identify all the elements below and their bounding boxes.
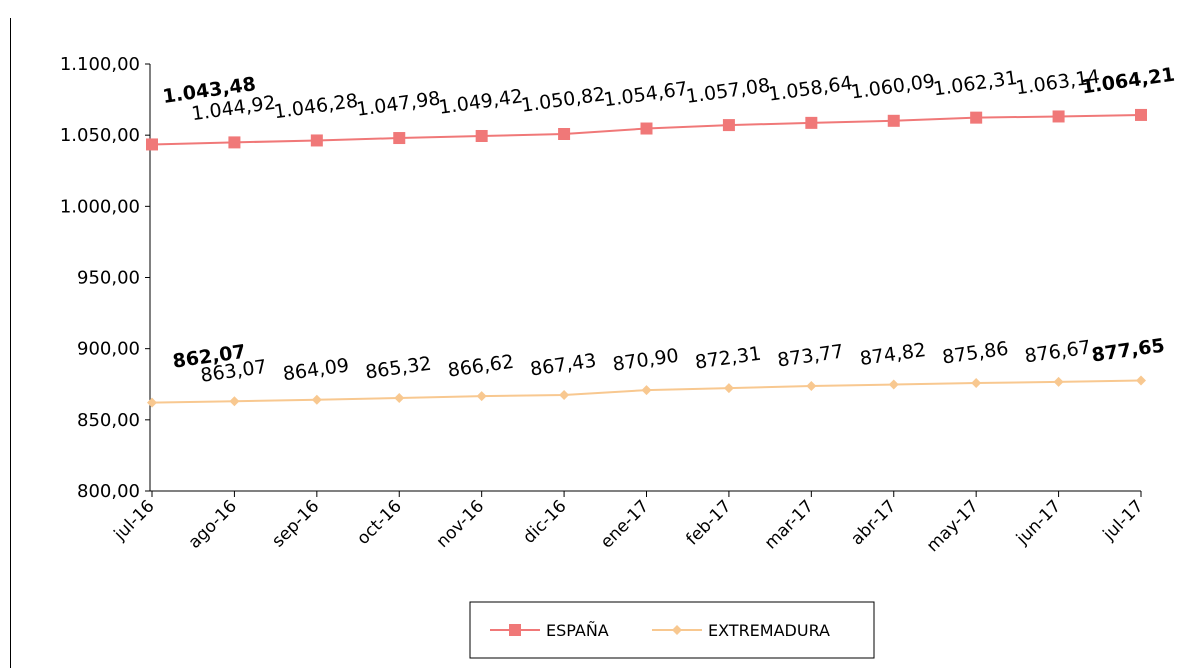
data-point-diamond [394, 393, 405, 404]
data-point-diamond [476, 391, 487, 402]
x-tick-label: jun-17 [1012, 496, 1065, 549]
data-label: 866,62 [446, 351, 515, 382]
legend-label: EXTREMADURA [708, 621, 830, 640]
data-point-diamond [971, 378, 982, 389]
y-tick-label: 950,00 [77, 268, 140, 289]
data-point-square [970, 111, 983, 124]
data-point-square [228, 136, 241, 149]
data-point-square [393, 132, 406, 145]
x-tick-label: jul-16 [110, 496, 159, 545]
data-label: 1.050,82 [520, 83, 607, 117]
data-point-diamond [1136, 375, 1146, 386]
data-label: 1.060,09 [849, 70, 936, 104]
data-point-square [887, 114, 900, 127]
x-tick-label: dic-16 [519, 496, 570, 547]
series-group [146, 108, 1147, 408]
data-point-square [475, 129, 488, 142]
data-labels: 1.043,481.044,921.046,281.047,981.049,42… [161, 64, 1176, 387]
x-tick-label: feb-17 [682, 496, 735, 549]
x-tick-label: jul-17 [1099, 496, 1148, 545]
y-tick-label: 1.000,00 [60, 196, 140, 217]
data-point-diamond [311, 394, 322, 405]
data-label: 1.046,28 [273, 90, 360, 124]
data-point-diamond [641, 385, 652, 396]
data-point-square [722, 119, 735, 132]
data-label: 877,65 [1090, 335, 1166, 367]
data-point-square [1135, 108, 1147, 121]
legend-marker-diamond [672, 625, 682, 635]
legend-label: ESPAÑA [546, 621, 609, 640]
legend: ESPAÑA EXTREMADURA [469, 601, 875, 659]
data-point-diamond [559, 390, 570, 401]
data-label: 1.062,31 [932, 67, 1019, 101]
x-tick-label: oct-16 [353, 496, 405, 548]
x-tick-label: ene-17 [597, 496, 653, 552]
data-point-square [310, 134, 323, 147]
data-label: 873,77 [776, 341, 845, 372]
x-tick-label: sep-16 [268, 496, 323, 551]
x-ticks: jul-16 ago-16 sep-16 oct-16 nov-16 dic-16 ene-… [110, 491, 1148, 556]
data-point-square [805, 116, 818, 129]
y-tick-label: 1.050,00 [60, 125, 140, 146]
x-tick-label: mar-17 [761, 496, 818, 553]
data-label: 1.049,42 [437, 85, 524, 119]
data-point-diamond [723, 383, 734, 394]
y-tick-label: 800,00 [77, 481, 140, 502]
data-point-square [640, 122, 653, 135]
data-label: 876,67 [1023, 336, 1092, 367]
y-tick-label: 850,00 [77, 410, 140, 431]
frame-left-border [10, 18, 11, 668]
y-tick-label: 900,00 [77, 339, 140, 360]
data-label: 875,86 [941, 338, 1010, 369]
x-tick-label: nov-16 [433, 496, 489, 552]
data-label: 1.047,98 [355, 87, 442, 121]
data-label: 874,82 [858, 339, 927, 370]
data-label: 1.057,08 [685, 74, 772, 108]
data-label: 864,09 [282, 354, 351, 385]
data-label: 870,90 [611, 345, 680, 376]
y-ticks: 800,00 850,00 900,00 950,00 1.000,00 1.050,00… [60, 54, 150, 502]
data-label: 872,31 [694, 343, 763, 374]
legend-marker-square [509, 624, 521, 636]
x-tick-label: abr-17 [847, 496, 900, 549]
data-point-diamond [147, 397, 157, 408]
data-label: 1.054,67 [602, 78, 689, 112]
data-label: 867,43 [529, 350, 598, 381]
data-label: 865,32 [364, 353, 433, 384]
x-tick-label: ago-16 [185, 496, 241, 552]
y-tick-label: 1.100,00 [60, 54, 140, 75]
data-point-square [146, 138, 158, 151]
data-point-diamond [1053, 376, 1064, 387]
data-point-square [558, 127, 571, 140]
data-point-diamond [229, 396, 240, 407]
data-label: 1.058,64 [767, 72, 854, 106]
data-point-square [1052, 110, 1065, 123]
x-tick-label: may-17 [923, 496, 983, 556]
data-point-diamond [806, 381, 817, 392]
data-point-diamond [888, 379, 899, 390]
